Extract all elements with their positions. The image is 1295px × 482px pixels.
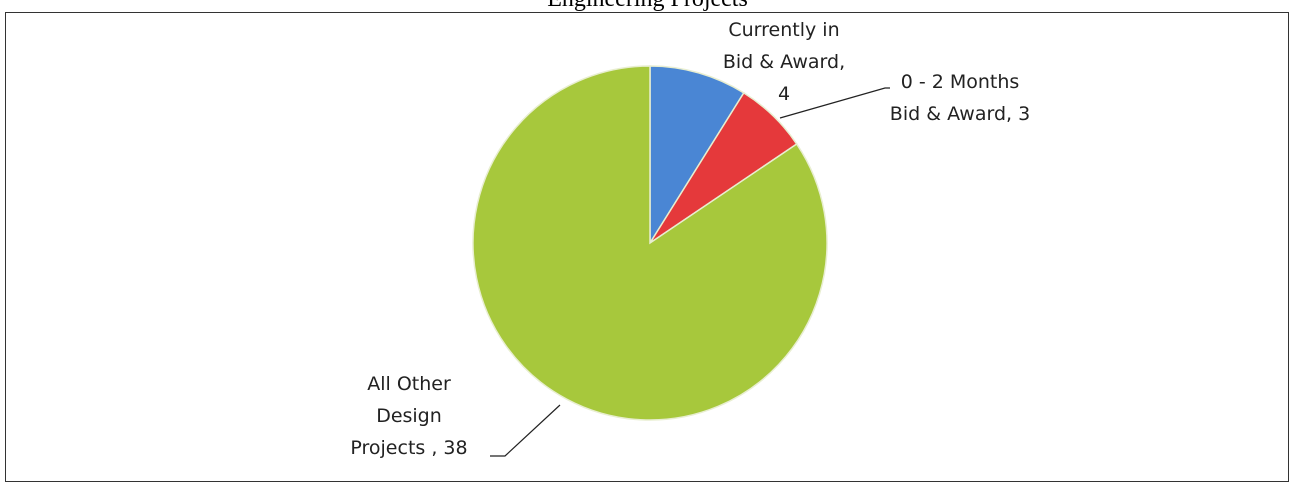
chart-title: Engineering Projects: [0, 0, 1295, 13]
data-label: All Other Design Projects , 38: [350, 373, 468, 459]
leader-line: [779, 87, 890, 119]
leader-line: [490, 404, 561, 457]
data-label: Currently in Bid & Award, 4: [722, 19, 846, 105]
data-label: 0 - 2 Months Bid & Award, 3: [889, 71, 1031, 125]
pie-slice: [649, 65, 745, 246]
pie-slice: [472, 65, 828, 421]
